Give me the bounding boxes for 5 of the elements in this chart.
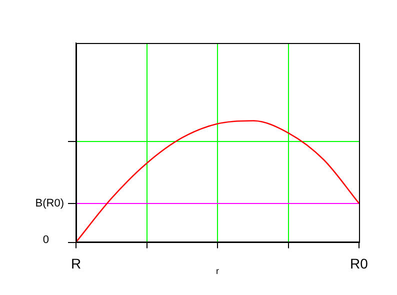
text: 0 [42,234,49,246]
x-tick-label: R0 [350,255,368,272]
x-axis-title: r [216,266,219,276]
x-tick-label: R [70,255,82,272]
ref-line-label: B(R0) [35,198,64,210]
